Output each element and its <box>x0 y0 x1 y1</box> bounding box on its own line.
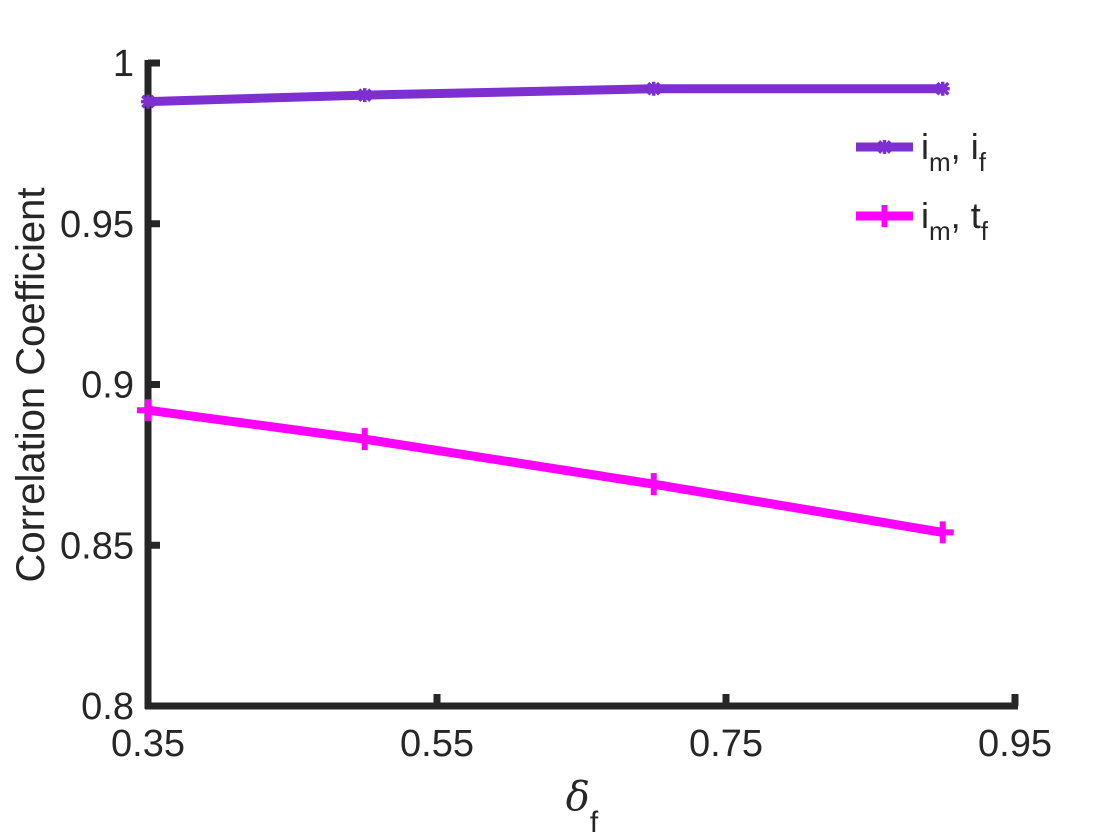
series-line <box>147 84 943 107</box>
series-layer <box>137 81 954 544</box>
legend-label-part: m <box>929 147 951 177</box>
x-tick-label: 0.95 <box>978 723 1052 765</box>
data-point <box>646 81 661 96</box>
x-tick-label: 0.55 <box>400 723 474 765</box>
data-point <box>137 399 159 422</box>
data-point <box>357 88 372 103</box>
legend-item-1: im, if <box>856 126 987 177</box>
y-tick-label: 0.95 <box>60 204 134 246</box>
legend-item-2: im, tf <box>856 195 989 246</box>
y-axis-label: Correlation Coefficient <box>9 187 53 582</box>
legend-label-part: f <box>979 147 987 177</box>
y-tick-label: 1 <box>113 43 134 85</box>
y-tick-label: 0.8 <box>81 686 134 728</box>
data-point <box>353 428 376 451</box>
x-axis-label-main: δ <box>566 774 590 820</box>
legend-label-part: i <box>921 195 929 236</box>
legend-label-part: m <box>929 216 951 246</box>
x-tick-label: 0.75 <box>689 723 763 765</box>
x-axis-label-sub: f <box>590 806 599 839</box>
legend-label-part: f <box>981 216 989 246</box>
legend-label-part: , <box>951 126 971 167</box>
legend-label-part: t <box>971 195 981 236</box>
axes: 0.8 0.85 0.9 0.95 1 0.35 0.55 0.75 0.95 <box>60 43 1052 765</box>
data-point <box>642 473 665 496</box>
legend-label: im, tf <box>921 195 989 246</box>
legend-marker <box>873 205 896 227</box>
legend-marker <box>877 140 892 154</box>
legend-label: im, if <box>921 126 987 177</box>
x-axis-label: δf <box>566 774 599 839</box>
legend-label-part: , <box>951 195 971 236</box>
data-point <box>931 521 954 544</box>
y-tick-label: 0.9 <box>81 365 134 407</box>
y-tick-label: 0.85 <box>60 525 134 567</box>
series-1 <box>141 81 950 109</box>
data-point <box>935 81 950 96</box>
legend-label-part: i <box>921 126 929 167</box>
series-line <box>147 405 944 537</box>
data-point <box>141 94 155 109</box>
x-tick-label: 0.35 <box>111 723 185 765</box>
series-2 <box>137 399 954 544</box>
legend-label-part: i <box>971 126 979 167</box>
